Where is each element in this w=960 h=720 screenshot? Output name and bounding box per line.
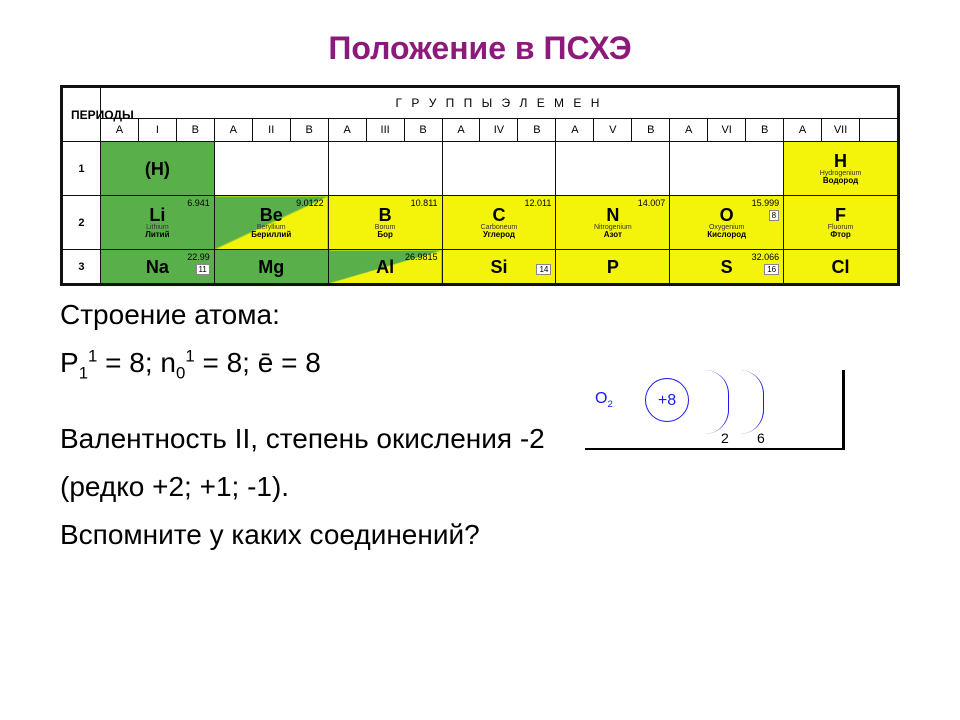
period-number: 1	[63, 142, 101, 196]
element-symbol: Mg	[223, 258, 320, 276]
group-ab-label: A	[328, 119, 366, 142]
element-russian: Фтор	[792, 231, 889, 239]
element-cell: HHydrogeniumВодород	[784, 142, 898, 196]
page-title: Положение в ПСХЭ	[0, 0, 960, 85]
element-cell: (H)	[100, 142, 214, 196]
element-mass: 9.0122	[296, 198, 324, 208]
group-ab-label: B	[290, 119, 328, 142]
group-ab-label: V	[594, 119, 632, 142]
element-cell	[442, 142, 556, 196]
element-cell: Li6.941LithiumЛитий	[100, 196, 214, 250]
group-ab-label: A	[670, 119, 708, 142]
element-cell: N14.007NitrogeniumАзот	[556, 196, 670, 250]
group-ab-label: B	[632, 119, 670, 142]
element-cell: P	[556, 250, 670, 284]
element-mass: 22.99	[187, 252, 210, 262]
element-russian: Углерод	[451, 231, 548, 239]
element-symbol: Cl	[792, 258, 889, 276]
group-ab-label: VI	[708, 119, 746, 142]
element-cell: B10.811BorumБор	[328, 196, 442, 250]
element-mass: 12.011	[525, 198, 552, 208]
groups-header: Г Р У П П Ы Э Л Е М Е Н	[100, 88, 897, 119]
element-symbol: Be	[223, 206, 320, 224]
element-cell: FFluorumФтор	[784, 196, 898, 250]
element-symbol: Si	[451, 258, 548, 276]
atom-diagram: O2 +8 2 6	[585, 370, 845, 450]
periodic-table: ПЕРИОДЫ Г Р У П П Ы Э Л Е М Е Н AIBAIIBA…	[60, 85, 900, 286]
group-ab-label: A	[100, 119, 138, 142]
element-number: 8	[769, 210, 779, 221]
element-mass: 6.941	[187, 198, 210, 208]
element-cell: O15.9998OxygeniumКислород	[670, 196, 784, 250]
group-ab-label: IV	[480, 119, 518, 142]
element-russian: Водород	[792, 177, 889, 185]
group-ab-label: B	[404, 119, 442, 142]
element-cell: Al26.9815	[328, 250, 442, 284]
group-ab-label: A	[556, 119, 594, 142]
element-number: 16	[764, 264, 779, 275]
group-ab-label: B	[746, 119, 784, 142]
element-cell: Mg	[214, 250, 328, 284]
atom-heading: Строение атома:	[60, 294, 900, 336]
element-cell: S32.06616	[670, 250, 784, 284]
element-cell: Be9.0122BerylliumБериллий	[214, 196, 328, 250]
group-ab-label: III	[366, 119, 404, 142]
element-number: 11	[196, 264, 210, 275]
shell-1-count: 2	[721, 430, 729, 446]
element-russian: Бор	[337, 231, 434, 239]
element-mass: 14.007	[638, 198, 666, 208]
element-number: 14	[536, 264, 551, 275]
group-ab-label: B	[176, 119, 214, 142]
question-line: Вспомните у каких соединений?	[60, 514, 900, 556]
element-cell	[556, 142, 670, 196]
element-symbol: O	[678, 206, 775, 224]
group-ab-label: I	[138, 119, 176, 142]
element-cell	[328, 142, 442, 196]
group-ab-label: II	[252, 119, 290, 142]
element-cell	[670, 142, 784, 196]
group-ab-label: A	[784, 119, 822, 142]
shell-2-count: 6	[757, 430, 765, 446]
group-ab-label: A	[442, 119, 480, 142]
group-ab-label: VII	[822, 119, 860, 142]
nucleus: +8	[645, 378, 689, 422]
shell-2	[740, 370, 764, 434]
element-symbol: F	[792, 206, 889, 224]
element-symbol: Li	[109, 206, 206, 224]
period-number: 3	[63, 250, 101, 284]
element-symbol: H	[792, 152, 889, 170]
element-mass: 32.066	[752, 252, 780, 262]
element-russian: Кислород	[678, 231, 775, 239]
element-symbol: C	[451, 206, 548, 224]
group-ab-label: B	[518, 119, 556, 142]
element-symbol: (H)	[109, 160, 206, 178]
element-mass: 10.811	[411, 198, 438, 208]
shell-1	[705, 370, 729, 434]
element-russian: Азот	[564, 231, 661, 239]
periods-header: ПЕРИОДЫ	[63, 88, 101, 142]
element-symbol: P	[564, 258, 661, 276]
element-cell: C12.011CarboneumУглерод	[442, 196, 556, 250]
element-cell	[214, 142, 328, 196]
period-number: 2	[63, 196, 101, 250]
element-russian: Литий	[109, 231, 206, 239]
element-cell: Si14	[442, 250, 556, 284]
element-symbol: B	[337, 206, 434, 224]
o2-label: O2	[595, 390, 613, 410]
group-ab-label: A	[214, 119, 252, 142]
element-russian: Бериллий	[223, 231, 320, 239]
element-cell: Cl	[784, 250, 898, 284]
rare-line: (редко +2; +1; -1).	[60, 466, 900, 508]
element-symbol: N	[564, 206, 661, 224]
element-cell: Na22.9911	[100, 250, 214, 284]
element-mass: 26.9815	[405, 252, 438, 262]
element-mass: 15.999	[752, 198, 780, 208]
